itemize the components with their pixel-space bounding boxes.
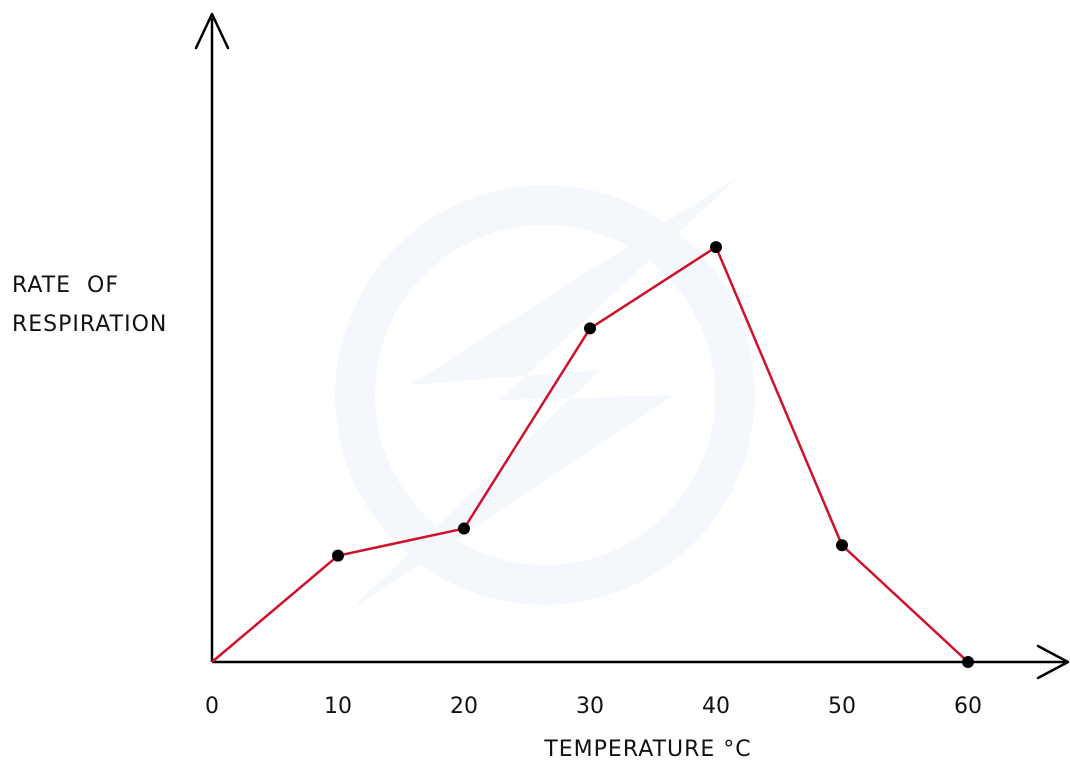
data-point (458, 522, 470, 535)
y-axis-label-line-1: RATE OF (12, 273, 119, 298)
data-points (332, 241, 974, 668)
axes (194, 12, 1070, 680)
x-tick-labels: 0 10 20 30 40 50 60 (205, 694, 982, 719)
x-tick-label: 10 (324, 694, 352, 719)
x-tick-label: 0 (205, 694, 219, 719)
data-point (836, 539, 848, 552)
y-axis-label-line-2: RESPIRATION (12, 312, 167, 337)
data-point (332, 549, 344, 562)
data-point (962, 656, 974, 668)
y-axis-arrowhead-icon (194, 12, 230, 50)
x-tick-label: 50 (828, 694, 856, 719)
data-point (710, 241, 722, 254)
watermark-logo-icon (335, 175, 755, 610)
x-axis-label: TEMPERATURE °C (543, 737, 751, 762)
x-axis-arrowhead-icon (1036, 644, 1070, 680)
x-tick-label: 30 (576, 694, 604, 719)
data-point (584, 322, 596, 335)
x-tick-label: 40 (702, 694, 730, 719)
x-tick-label: 20 (450, 694, 478, 719)
x-tick-label: 60 (954, 694, 982, 719)
